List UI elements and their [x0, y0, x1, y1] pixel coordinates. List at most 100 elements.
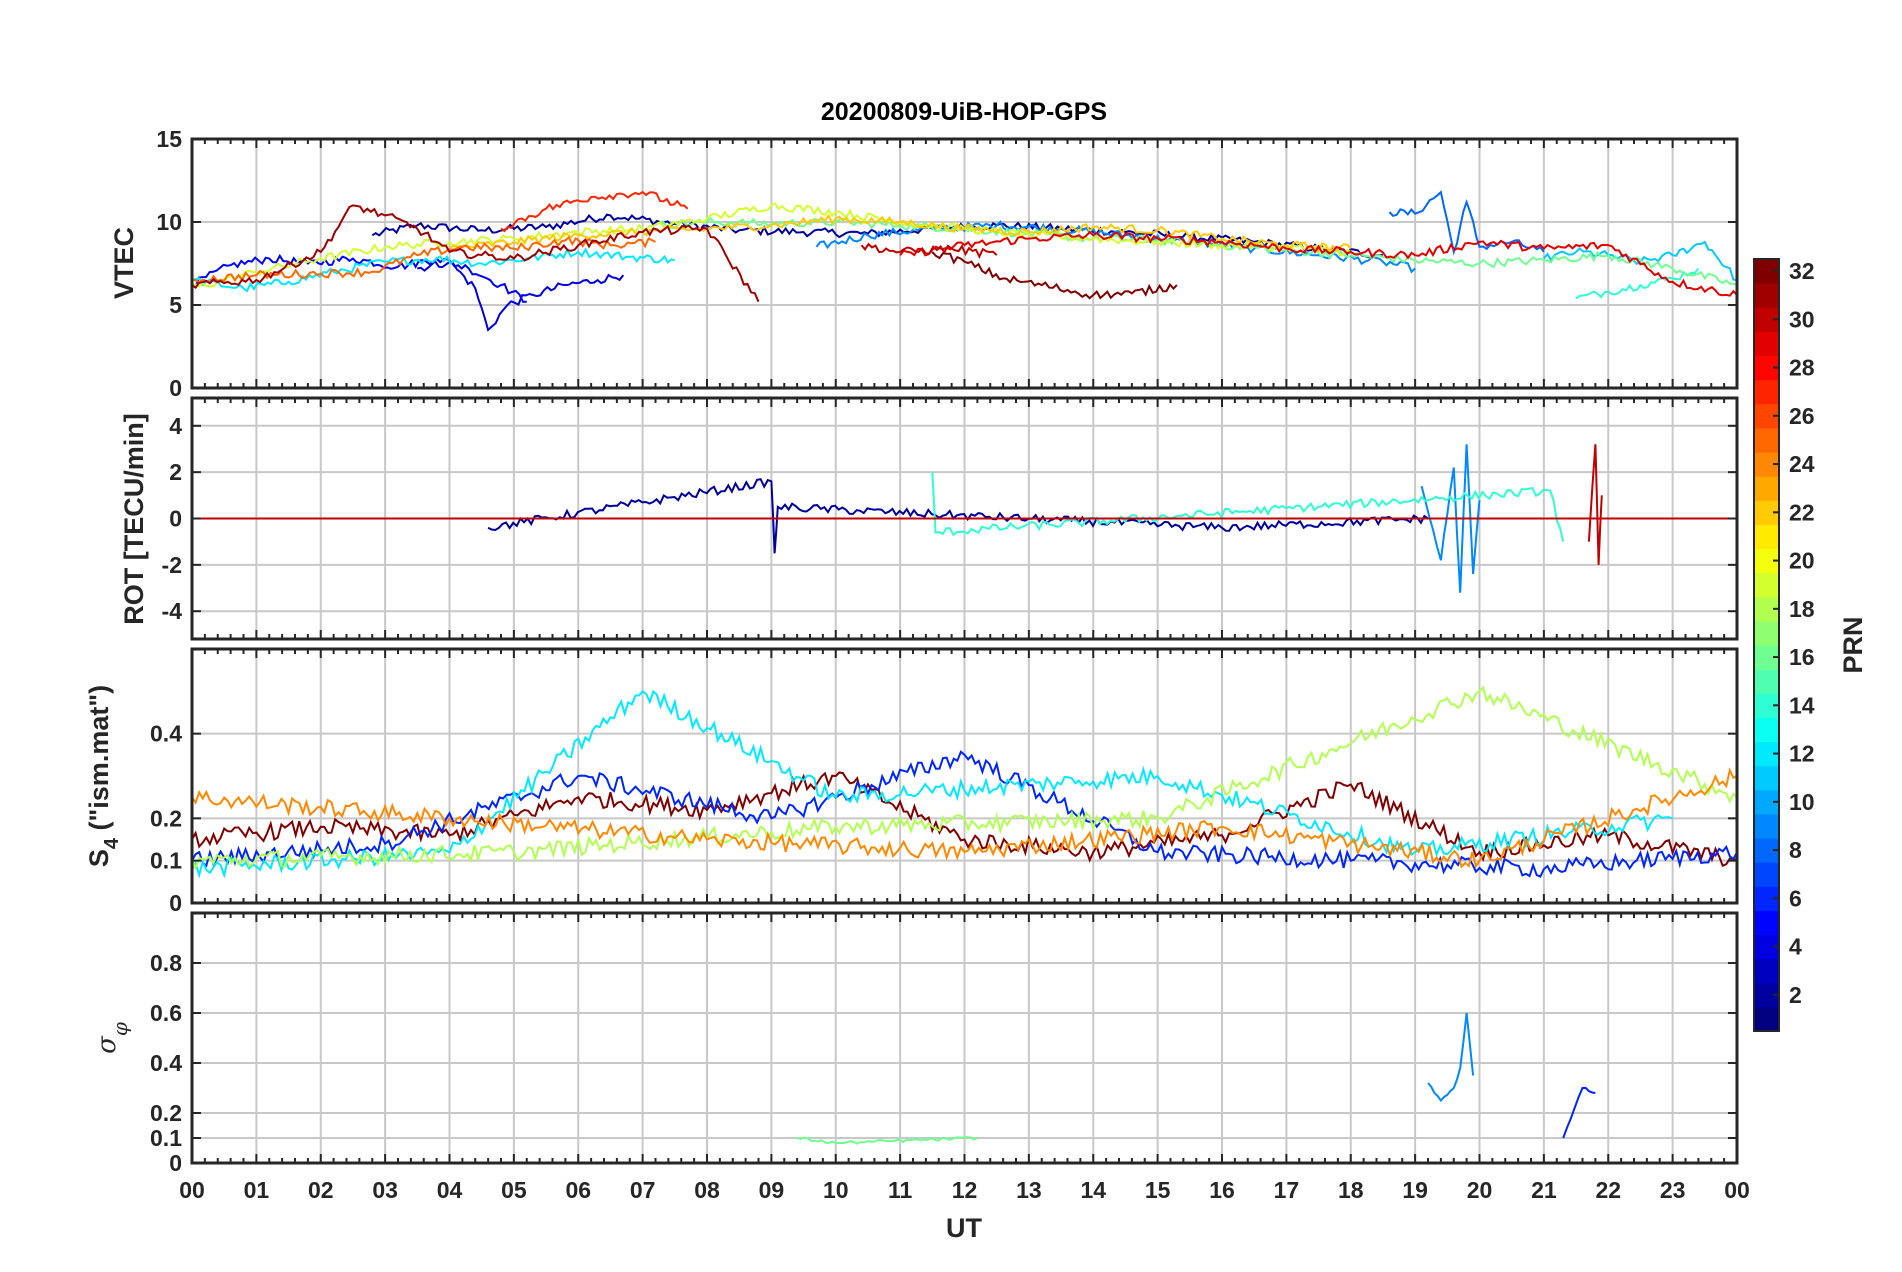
x-tick-label: 10	[823, 1177, 849, 1203]
vtec-series-prn-12	[192, 247, 676, 293]
s4-series-prn-18	[192, 685, 1737, 871]
s4-y-tick-label: 0.4	[150, 721, 182, 747]
sigphi-panel: 00.10.2 0.4 0.6 0.8 σφ	[92, 911, 1739, 1176]
x-tick-label: 02	[308, 1177, 334, 1203]
s4-y-tick-label: 0.2	[150, 805, 182, 831]
colorbar-band	[1754, 331, 1779, 357]
x-tick-label: 09	[759, 1177, 785, 1203]
x-tick-label: 06	[565, 1177, 591, 1203]
colorbar-band	[1754, 524, 1779, 550]
colorbar-band	[1754, 1006, 1779, 1032]
s4-panel: 0 0.1 0.2 0.4 S4 ("ism.mat")	[84, 647, 1739, 916]
x-tick-label: 16	[1209, 1177, 1235, 1203]
x-tick-label: 21	[1531, 1177, 1557, 1203]
x-tick-label: 03	[372, 1177, 398, 1203]
s4-ylabel-rest: ("ism.mat")	[84, 685, 114, 838]
colorbar-tick-label: 32	[1789, 258, 1815, 284]
vtec-frame	[190, 137, 1739, 390]
colorbar-band	[1754, 476, 1779, 501]
sigphi-ylabel-main: σ	[92, 1035, 122, 1054]
vtec-series-prn-22	[448, 213, 1352, 253]
colorbar-band	[1754, 427, 1779, 453]
rot-data	[192, 444, 1737, 593]
x-tick-label: 20	[1467, 1177, 1493, 1203]
s4-ylabel-main: S	[84, 849, 114, 867]
x-tick-label: 19	[1402, 1177, 1428, 1203]
s4-series-prn-12	[192, 689, 1673, 879]
rot-series-prn-14	[931, 472, 1565, 542]
x-tick-label: 12	[952, 1177, 978, 1203]
colorbar-band	[1754, 765, 1779, 791]
rot-y-tick-label: -4	[162, 598, 183, 624]
colorbar-band	[1754, 813, 1779, 839]
sigphi-y-tick-label: 0.4	[150, 1050, 182, 1076]
vtec-series-prn-9	[815, 220, 1416, 274]
x-tick-label: 00	[1724, 1177, 1750, 1203]
s4-ylabel-sub: 4	[101, 837, 123, 849]
sigphi-y-tick-label: 0	[169, 1150, 182, 1176]
sigphi-series-prn-9	[1427, 1012, 1475, 1103]
x-tick-label: 13	[1016, 1177, 1042, 1203]
vtec-series-prn-31	[192, 204, 760, 303]
x-axis-label: UT	[946, 1213, 982, 1243]
colorbar-band	[1754, 958, 1779, 984]
vtec-series-prn-11	[1543, 240, 1737, 282]
rot-y-tick-label: -2	[162, 552, 182, 578]
sigphi-series-prn-6	[1562, 1086, 1596, 1139]
vtec-y-tick-label: 5	[169, 292, 182, 318]
x-tick-label: 17	[1274, 1177, 1300, 1203]
s4-series-prn-6	[192, 750, 1737, 878]
colorbar-tick-label: 26	[1789, 403, 1815, 429]
colorbar-band	[1754, 910, 1779, 936]
vtec-series-prn-8	[1388, 190, 1545, 256]
s4-data	[192, 685, 1737, 879]
colorbar-tick-label: 14	[1789, 692, 1815, 718]
colorbar-tick-label: 24	[1789, 451, 1815, 477]
s4-y-tick-label: 0	[169, 890, 182, 916]
x-tick-label: 05	[501, 1177, 527, 1203]
s4-series-prn-24	[192, 767, 1737, 869]
sigphi-data	[796, 1012, 1596, 1145]
vtec-series-prn-19	[192, 202, 1352, 290]
colorbar-frame	[1753, 258, 1780, 1032]
x-tick-label: 18	[1338, 1177, 1364, 1203]
rot-y-tick-label: 4	[169, 413, 182, 439]
sigphi-y-tick-label: 0.2	[150, 1100, 182, 1126]
colorbar-band	[1754, 283, 1779, 308]
colorbar-band	[1754, 572, 1779, 598]
vtec-series-prn-32	[931, 251, 1178, 300]
sigphi-frame	[190, 911, 1739, 1165]
colorbar-tick-label: 10	[1789, 789, 1815, 815]
s4-series-prn-32	[192, 771, 1737, 868]
vtec-series-prn-29	[899, 230, 1737, 297]
vtec-series-prn-27	[500, 190, 689, 233]
vtec-data	[192, 190, 1737, 332]
colorbar-band	[1754, 717, 1779, 743]
vtec-series-prn-14	[1575, 267, 1700, 300]
colorbar-tick-label: 30	[1789, 306, 1815, 332]
x-tick-label: 14	[1080, 1177, 1106, 1203]
x-tick-label: 04	[437, 1177, 463, 1203]
s4-ylabel: S4 ("ism.mat")	[84, 685, 123, 867]
x-tick-label: 11	[888, 1177, 913, 1203]
x-tick-label: 23	[1660, 1177, 1686, 1203]
colorbar-tick-label: 4	[1789, 934, 1802, 960]
rot-series-prn-2	[487, 477, 1429, 554]
s4-frame	[190, 647, 1739, 905]
x-tick-label: 08	[694, 1177, 720, 1203]
sigphi-series-prn-16	[796, 1136, 978, 1145]
colorbar-band	[1754, 862, 1779, 887]
x-tick-label: 00	[179, 1177, 205, 1203]
vtec-series-prn-30	[860, 242, 998, 259]
x-tick-label: 07	[630, 1177, 656, 1203]
rot-y-tick-label: 0	[169, 506, 182, 532]
colorbar-label: PRN	[1838, 616, 1868, 673]
colorbar-tick-label: 22	[1789, 499, 1815, 525]
x-tick-labels: 00 01 02 03 04 05 06 07 08 09 10 11 12 13 14 15 16 17 18 19…	[179, 1177, 1750, 1203]
vtec-ylabel: VTEC	[109, 227, 139, 299]
colorbar-tick-label: 6	[1789, 885, 1802, 911]
vtec-y-tick-label: 15	[156, 126, 182, 152]
vtec-series-prn-5	[192, 253, 527, 303]
